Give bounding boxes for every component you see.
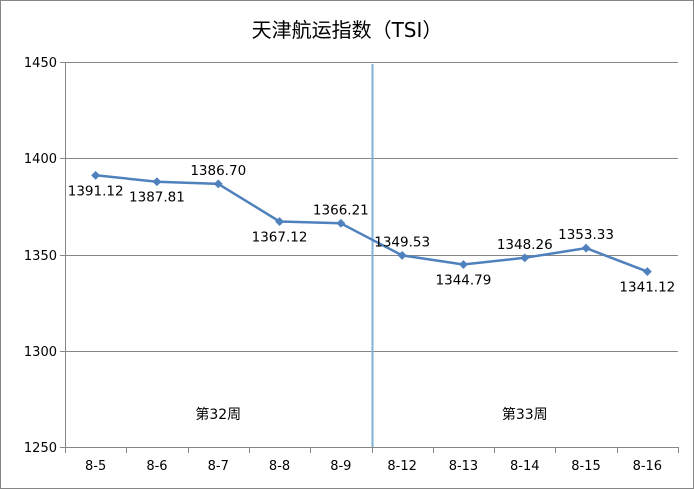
y-tick-label: 1400 [24,152,57,167]
x-tick-label: 8-7 [208,459,229,474]
data-label: 1349.53 [374,234,430,250]
data-label: 1344.79 [436,273,492,289]
data-label: 1366.21 [313,202,369,218]
data-point [152,177,162,187]
data-point [642,267,652,277]
x-tick-label: 8-15 [571,459,601,474]
week-label: 第33周 [502,406,548,423]
chart-title: 天津航运指数（TSI） [252,18,443,42]
data-label: 1391.12 [68,183,124,199]
data-label: 1386.70 [190,163,246,179]
data-label: 1367.12 [252,230,308,246]
y-tick-label: 1300 [24,345,57,360]
x-tick-label: 8-6 [146,459,167,474]
data-point [397,250,407,260]
x-tick-label: 8-8 [269,459,290,474]
data-label: 1353.33 [558,227,614,243]
series-layer [91,170,652,277]
x-tick-label: 8-16 [633,459,663,474]
data-label: 1348.26 [497,237,553,253]
data-point [91,170,101,180]
data-point [581,243,591,253]
data-point [520,253,530,263]
data-label: 1387.81 [129,190,185,206]
x-tick-label: 8-12 [387,459,417,474]
x-tick-label: 8-14 [510,459,540,474]
week-label: 第32周 [195,406,241,423]
x-tick-label: 8-5 [85,459,106,474]
y-tick-label: 1350 [24,249,57,264]
series-line [95,174,648,273]
data-label: 1341.12 [619,280,675,296]
x-tick-label: 8-13 [449,459,479,474]
x-tick-label: 8-9 [330,459,351,474]
label-layer: 第32周 第33周 1391.12 1387.81 1386.70 1367.12 1366… [68,163,676,423]
data-point [336,218,346,228]
axis-layer: 1250 1300 1350 1400 1450 8-5 8-6 8-7 8-8 8-9 8-12 8… [24,56,679,474]
y-tick-label: 1250 [24,441,57,456]
data-point [458,259,469,270]
data-point [213,179,223,189]
data-point [274,216,285,227]
y-tick-label: 1450 [24,56,57,71]
